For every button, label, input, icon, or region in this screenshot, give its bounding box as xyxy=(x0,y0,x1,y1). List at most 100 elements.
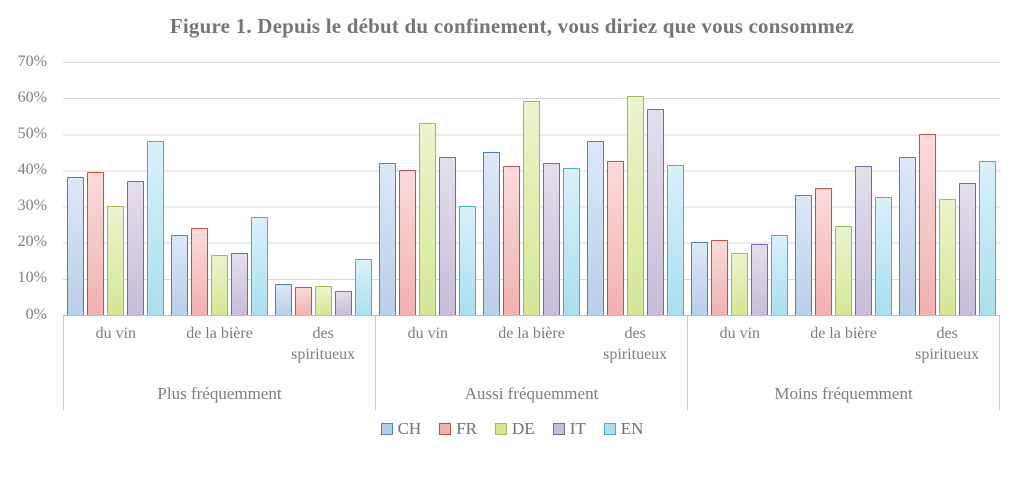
ytick-label: 20% xyxy=(17,233,47,251)
y-axis: 0% 10% 20% 30% 40% 50% 60% 70% xyxy=(0,53,56,323)
bar-fr-2-0 xyxy=(711,240,729,315)
axis-group-1: du vin de la bière des spiritueux Aussi fré… xyxy=(375,315,687,410)
category-label-cell: des spiritueux xyxy=(583,323,687,365)
group-label: Aussi fréquemment xyxy=(464,383,599,403)
bar-ch-1-1 xyxy=(482,151,500,315)
bar-en-2-0 xyxy=(771,235,789,315)
bar-it-2-0 xyxy=(751,244,769,315)
bar-de-0-2 xyxy=(314,285,332,315)
bar-cluster-2-2 xyxy=(896,62,1000,315)
ytick-label: 60% xyxy=(17,88,47,106)
bar-fr-2-2 xyxy=(919,133,937,315)
ytick-label: 70% xyxy=(17,52,47,70)
bar-ch-2-1 xyxy=(795,195,813,315)
axis-group-2: du vin de la bière des spiritueux Moins fré… xyxy=(687,315,1000,410)
figure-1-chart: Figure 1. Depuis le début du confinement… xyxy=(18,14,1000,439)
ytick-label: 50% xyxy=(17,124,47,142)
group-label: Plus fréquemment xyxy=(157,383,282,403)
legend-label: FR xyxy=(456,418,478,438)
legend-label: EN xyxy=(620,418,644,438)
chart-area: 0% 10% 20% 30% 40% 50% 60% 70% xyxy=(18,53,1000,323)
category-label-cell: des spiritueux xyxy=(895,323,999,365)
axis-group-0: du vin de la bière des spiritueux Plus fréq… xyxy=(63,315,375,410)
legend-item-de: DE xyxy=(495,419,535,439)
bar-fr-1-1 xyxy=(502,166,520,315)
category-label: de la bière xyxy=(186,324,253,342)
legend-swatch-icon xyxy=(495,422,508,435)
legend-swatch-icon xyxy=(552,422,565,435)
bar-de-1-0 xyxy=(418,122,436,315)
bar-de-0-0 xyxy=(106,206,124,315)
category-label: de la bière xyxy=(810,324,877,342)
bar-fr-0-0 xyxy=(86,171,104,315)
legend-swatch-icon xyxy=(380,422,393,435)
category-label: des spiritueux xyxy=(603,324,668,363)
category-label-cell: du vin xyxy=(688,323,792,365)
bar-group-2 xyxy=(688,62,1000,315)
category-label-cell: du vin xyxy=(64,323,168,365)
category-label: de la bière xyxy=(498,324,565,342)
bar-fr-0-2 xyxy=(294,287,312,315)
x-axis-labels: du vin de la bière des spiritueux Plus fréq… xyxy=(63,315,1000,410)
bar-ch-1-0 xyxy=(378,162,396,315)
bar-fr-2-1 xyxy=(815,188,833,315)
ytick-label: 0% xyxy=(25,305,47,323)
legend-item-it: IT xyxy=(552,418,586,439)
category-label: du vin xyxy=(407,324,449,342)
category-label-cell: de la bière xyxy=(480,323,584,365)
bar-en-0-1 xyxy=(250,216,268,315)
plot-area xyxy=(63,61,1000,316)
bar-fr-1-2 xyxy=(607,160,625,315)
bar-it-2-2 xyxy=(959,182,977,315)
category-label-cell: des spiritueux xyxy=(271,323,375,365)
bar-ch-2-0 xyxy=(691,242,709,315)
group-label: Moins fréquemment xyxy=(774,383,913,403)
bar-en-0-2 xyxy=(354,258,372,315)
category-label: du vin xyxy=(95,324,137,342)
legend-item-en: EN xyxy=(603,418,644,439)
bar-cluster-0-0 xyxy=(63,62,167,315)
category-label: des spiritueux xyxy=(915,324,980,363)
bar-it-1-1 xyxy=(542,162,560,315)
category-label: des spiritueux xyxy=(291,324,356,363)
bar-ch-0-0 xyxy=(66,177,84,315)
bar-en-0-0 xyxy=(146,141,164,315)
bar-group-0 xyxy=(63,62,375,315)
category-row-2: du vin de la bière des spiritueux xyxy=(688,316,999,365)
bar-it-0-1 xyxy=(230,253,248,315)
bar-de-1-2 xyxy=(627,95,645,315)
bar-group-1 xyxy=(375,62,687,315)
bar-en-1-0 xyxy=(458,206,476,315)
bar-de-0-1 xyxy=(210,254,228,315)
legend-label: IT xyxy=(569,418,586,438)
bar-de-1-1 xyxy=(522,101,540,315)
bar-cluster-1-0 xyxy=(375,62,479,315)
bar-en-2-1 xyxy=(875,197,893,315)
bar-cluster-1-1 xyxy=(479,62,583,315)
chart-title: Figure 1. Depuis le début du confinement… xyxy=(169,14,855,38)
bar-it-0-2 xyxy=(334,291,352,315)
category-row-0: du vin de la bière des spiritueux xyxy=(64,316,375,365)
bar-cluster-0-1 xyxy=(167,62,271,315)
bar-it-1-0 xyxy=(438,157,456,315)
bar-cluster-2-1 xyxy=(792,62,896,315)
bar-ch-0-2 xyxy=(274,283,292,315)
category-label-cell: de la bière xyxy=(792,323,896,365)
bar-en-1-1 xyxy=(562,168,580,315)
legend-item-ch: CH xyxy=(380,419,421,439)
legend-label: DE xyxy=(512,418,535,438)
bar-it-0-0 xyxy=(126,180,144,315)
bar-ch-2-2 xyxy=(899,157,917,315)
bar-en-1-2 xyxy=(667,164,685,315)
bar-de-2-2 xyxy=(939,198,957,315)
category-label-cell: du vin xyxy=(376,323,480,365)
bar-cluster-1-2 xyxy=(584,62,688,315)
bar-de-2-1 xyxy=(835,226,853,315)
legend-swatch-icon xyxy=(603,422,616,435)
bar-it-1-2 xyxy=(647,108,665,315)
bar-en-2-2 xyxy=(979,160,997,315)
bar-de-2-0 xyxy=(731,253,749,315)
ytick-label: 10% xyxy=(17,269,47,287)
legend-swatch-icon xyxy=(439,422,452,435)
ytick-label: 30% xyxy=(17,197,47,215)
